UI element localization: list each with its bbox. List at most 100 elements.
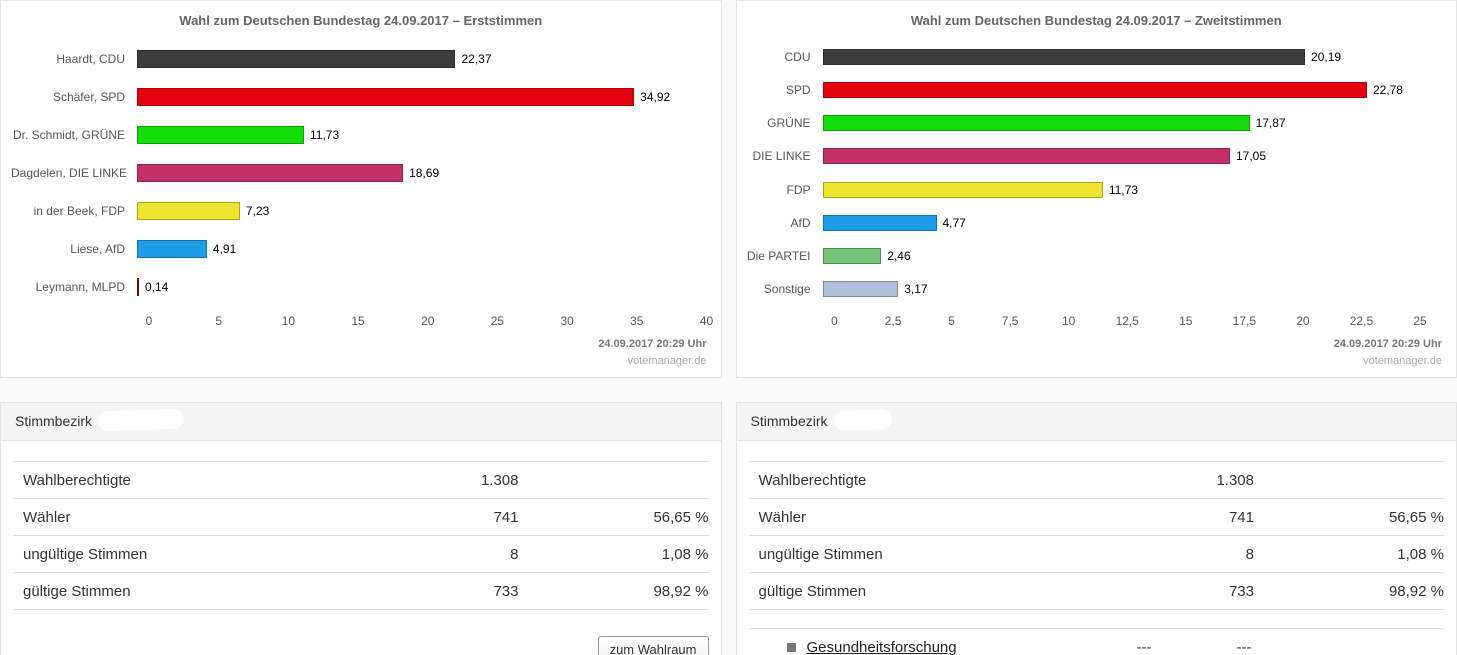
chart-row: Die PARTEI 2,46 <box>747 240 1447 273</box>
chart-row: in der Beek, FDP 7,23 <box>11 192 711 230</box>
erststimmen-chart-panel: Wahl zum Deutschen Bundestag 24.09.2017 … <box>0 0 722 378</box>
bar-label: Liese, AfD <box>70 242 125 256</box>
bar-value: 18,69 <box>409 166 440 180</box>
axis-tick-label: 40 <box>699 314 714 328</box>
stat-value: 741 <box>493 508 519 526</box>
square-bullet-icon <box>786 642 796 652</box>
bar-track: 4,91 <box>137 240 711 258</box>
chart-row: Haardt, CDU 22,37 <box>11 40 711 78</box>
bar-label: Schäfer, SPD <box>52 90 125 104</box>
stat-row: Wähler 741 56,65 % <box>13 499 709 536</box>
bar-label: Haardt, CDU <box>56 52 125 66</box>
bar-label: Sonstige <box>763 282 811 297</box>
axis-tick-label: 15 <box>1179 314 1193 328</box>
bar-label: CDU <box>784 49 811 64</box>
stat-value: 8 <box>1245 545 1254 563</box>
bar-track: 34,92 <box>137 88 711 106</box>
gesundheitsforschung-link[interactable]: Gesundheitsforschung <box>806 638 957 655</box>
button-row: zum Wahlraum <box>13 636 709 655</box>
stat-value: 741 <box>1228 508 1254 526</box>
chart-footer: 24.09.2017 20:29 Uhr votemanager.de <box>1334 338 1442 367</box>
bar-label: FDP <box>786 182 811 197</box>
chart-row: Schäfer, SPD 34,92 <box>11 78 711 116</box>
bar-label: Dagdelen, DIE LINKE <box>11 166 128 180</box>
axis-tick-label: 5 <box>215 314 223 328</box>
stat-label: ungültige Stimmen <box>758 545 883 563</box>
chart-row: CDU 20,19 <box>747 40 1447 73</box>
bar-track: 17,05 <box>822 148 1447 165</box>
chart-source: votemanager.de <box>1363 355 1442 367</box>
chart-row: Liese, AfD 4,91 <box>11 230 711 268</box>
chart-title-zweitstimmen: Wahl zum Deutschen Bundestag 24.09.2017 … <box>910 13 1282 28</box>
party-result-percent: --- <box>1236 638 1252 655</box>
stat-row: ungültige Stimmen 8 1,08 % <box>748 536 1444 573</box>
bar-track: 22,37 <box>137 50 711 68</box>
bar-value: 22,78 <box>1372 82 1403 97</box>
axis-tick-label: 25 <box>490 314 505 328</box>
bar-track: 18,69 <box>137 164 711 182</box>
erststimmen-bars: Haardt, CDU 22,37 Schäfer, SPD 34,92 Dr. Sch… <box>11 40 711 306</box>
bar-track: 22,78 <box>822 81 1447 98</box>
party-result-value: --- <box>1136 638 1152 655</box>
stat-label: Wähler <box>758 508 807 526</box>
stat-value: 1.308 <box>1216 471 1254 489</box>
chart-row: SPD 22,78 <box>747 73 1447 106</box>
chart-row: Leymann, MLPD 0,14 <box>11 268 711 306</box>
axis-tick-label: 0 <box>831 314 838 328</box>
bar-label: DIE LINKE <box>752 149 811 164</box>
stat-percent: 56,65 % <box>1388 508 1444 526</box>
chart-timestamp: 24.09.2017 20:29 Uhr <box>1333 338 1442 350</box>
panel-header-label: Stimmbezirk <box>15 413 93 429</box>
chart-row: AfD 4,77 <box>747 206 1447 239</box>
bar-value: 22,37 <box>461 52 492 66</box>
bar <box>822 214 937 231</box>
bar-label: SPD <box>785 82 811 97</box>
bar <box>822 48 1306 65</box>
chart-row: Sonstige 3,17 <box>747 273 1447 306</box>
bar-label: in der Beek, FDP <box>33 204 125 218</box>
axis-tick-label: 35 <box>630 314 644 328</box>
stimmbezirk-panel-left: Stimmbezirk Wahlberechtigte 1.308 Wähler 74… <box>0 402 722 655</box>
redaction-blob <box>97 408 185 432</box>
bar <box>822 181 1103 198</box>
axis-tick-label: 25 <box>1413 314 1427 328</box>
bar-track: 11,73 <box>822 181 1447 198</box>
stat-percent: 98,92 % <box>653 582 709 600</box>
bar-value: 4,77 <box>942 215 966 230</box>
stimmbezirk-section: Stimmbezirk Wahlberechtigte 1.308 Wähler 74… <box>0 402 1457 655</box>
bar <box>137 50 456 68</box>
bar-label: Die PARTEI <box>746 249 811 264</box>
bar <box>822 115 1250 132</box>
bar <box>137 240 207 258</box>
redaction-blob <box>833 409 892 432</box>
stat-row: ungültige Stimmen 8 1,08 % <box>13 536 709 573</box>
stat-percent: 1,08 % <box>1397 545 1444 563</box>
stat-row: Wähler 741 56,65 % <box>748 499 1444 536</box>
bar-value: 34,92 <box>640 90 671 104</box>
bar-track: 3,17 <box>822 281 1447 298</box>
bar <box>137 88 635 106</box>
axis-tick-label: 5 <box>948 314 955 328</box>
chart-footer: 24.09.2017 20:29 Uhr votemanager.de <box>598 338 706 367</box>
panel-header-label: Stimmbezirk <box>750 413 828 429</box>
stat-label: gültige Stimmen <box>758 582 867 600</box>
chart-source: votemanager.de <box>627 355 707 367</box>
axis-tick-label: 2,5 <box>884 314 902 328</box>
bar-value: 4,91 <box>212 242 237 256</box>
bar-track: 0,14 <box>137 278 711 296</box>
zum-wahlraum-button[interactable]: zum Wahlraum <box>597 636 709 655</box>
bar-track: 20,19 <box>822 48 1447 65</box>
bar-value: 0,14 <box>145 280 169 294</box>
zweitstimmen-bars: CDU 20,19 SPD 22,78 GRÜNE 17,87 DIE LINKE 17,05… <box>747 40 1447 306</box>
axis-tick-label: 15 <box>351 314 365 328</box>
axis-tick-label: 0 <box>145 314 153 328</box>
axis-tick-label: 7,5 <box>1001 314 1019 328</box>
party-result-table: Gesundheitsforschung --- --- <box>748 628 1444 655</box>
stat-label: ungültige Stimmen <box>23 545 148 563</box>
stat-table: Wahlberechtigte 1.308 Wähler 741 56,65 % ungü… <box>13 461 709 610</box>
chart-row: DIE LINKE 17,05 <box>747 140 1447 173</box>
stat-value: 733 <box>1228 582 1254 600</box>
axis-tick-label: 10 <box>1062 314 1076 328</box>
stat-label: Wahlberechtigte <box>23 471 131 489</box>
stat-label: Wahlberechtigte <box>758 471 867 489</box>
